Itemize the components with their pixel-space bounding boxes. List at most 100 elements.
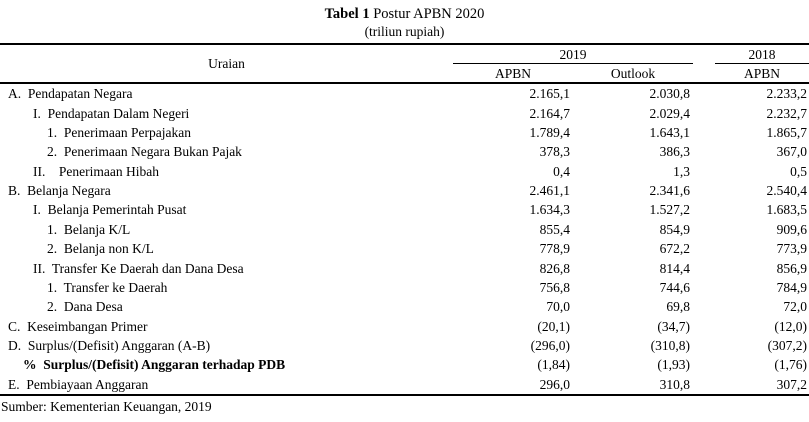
column-spacer [693, 258, 715, 277]
table-row: B. Belanja Negara 2.461,1 2.341,6 2.540,4 [0, 181, 809, 200]
subheader-apbn-2018: APBN [715, 63, 809, 85]
row-value: 367,0 [776, 144, 807, 160]
row-value: 2.461,1 [529, 183, 571, 199]
source-note: Sumber: Kementerian Keuangan, 2019 [1, 399, 212, 415]
table-row: 2. Dana Desa 70,0 69,8 72,0 [0, 297, 809, 316]
row-value: 2.030,8 [649, 86, 691, 102]
row-value: 1,3 [673, 163, 690, 179]
column-spacer [693, 103, 715, 122]
row-value: 1.865,7 [766, 124, 808, 140]
row-value: 307,2 [776, 376, 807, 392]
table-subtitle: (triliun rupiah) [364, 24, 445, 40]
table-header: Uraian 2019 2018 APBN Outlook APBN [0, 44, 809, 85]
table-row: 2. Penerimaan Negara Bukan Pajak 378,3 386… [0, 142, 809, 161]
year-group-2018: 2018 [715, 44, 809, 65]
column-spacer [693, 220, 715, 239]
row-value: 378,3 [539, 144, 570, 160]
table-row: E. Pembiayaan Anggaran 296,0 310,8 307,2 [0, 375, 809, 395]
row-value: 69,8 [666, 299, 690, 315]
row-value: 2.233,2 [766, 86, 808, 102]
row-value: 70,0 [546, 299, 570, 315]
table-title-text: Postur APBN 2020 [369, 6, 485, 22]
row-value: 2.341,6 [649, 183, 691, 199]
column-spacer [693, 162, 715, 181]
table-row: 1. Penerimaan Perpajakan 1.789,4 1.643,1 1.… [0, 123, 809, 142]
row-value: (1,76) [774, 357, 807, 373]
column-spacer [693, 355, 715, 374]
uraian-header: Uraian [0, 44, 453, 85]
column-spacer [693, 336, 715, 355]
table-row: 1. Transfer ke Daerah 756,8 744,6 784,9 [0, 278, 809, 297]
row-label: I. Pendapatan Dalam Negeri [33, 105, 190, 121]
row-value: 1.683,5 [766, 202, 808, 218]
row-value: (12,0) [774, 318, 807, 334]
column-spacer [693, 181, 715, 200]
column-spacer [693, 200, 715, 219]
row-label: E. Pembiayaan Anggaran [8, 376, 149, 392]
table-title: Tabel 1 Postur APBN 2020 [0, 6, 809, 23]
row-value: 756,8 [539, 279, 570, 295]
row-value: 856,9 [776, 260, 807, 276]
row-value: (296,0) [530, 338, 570, 354]
year-group-row: Uraian 2019 2018 [0, 44, 809, 85]
table-body: A. Pendapatan Negara 2.165,1 2.030,8 2.233,… [0, 83, 809, 395]
row-value: 2.165,1 [529, 86, 571, 102]
row-value: 296,0 [539, 376, 570, 392]
row-value: 1.789,4 [529, 124, 571, 140]
table-row: A. Pendapatan Negara 2.165,1 2.030,8 2.233,… [0, 83, 809, 103]
row-value: 672,2 [659, 241, 690, 257]
subheader-apbn-2019: APBN [453, 63, 573, 85]
row-value: 2.029,4 [649, 105, 691, 121]
row-value: 814,4 [659, 260, 690, 276]
row-label: C. Keseimbangan Primer [8, 318, 148, 334]
row-value: 0,5 [790, 163, 807, 179]
table-row: II. Penerimaan Hibah 0,4 1,3 0,5 [0, 162, 809, 181]
row-value: 826,8 [539, 260, 570, 276]
row-label: 2. Penerimaan Negara Bukan Pajak [47, 144, 242, 160]
column-spacer [693, 375, 715, 395]
row-value: 2.540,4 [766, 183, 808, 199]
row-label: 2. Belanja non K/L [47, 241, 154, 257]
row-value: (1,84) [537, 357, 570, 373]
row-label: 1. Transfer ke Daerah [47, 279, 168, 295]
row-value: (310,8) [650, 338, 690, 354]
row-value: 1.634,3 [529, 202, 571, 218]
column-spacer [693, 317, 715, 336]
column-spacer [693, 123, 715, 142]
header-spacer [693, 44, 715, 85]
year-group-2019: 2019 [453, 44, 693, 65]
table-title-block: Tabel 1 Postur APBN 2020 (triliun rupiah… [0, 0, 809, 40]
column-spacer [693, 297, 715, 316]
table-row: II. Transfer Ke Daerah dan Dana Desa 826,… [0, 258, 809, 277]
row-value: (1,93) [657, 357, 690, 373]
row-value: 310,8 [659, 376, 690, 392]
row-value: 773,9 [776, 241, 807, 257]
table-row: 1. Belanja K/L 855,4 854,9 909,6 [0, 220, 809, 239]
row-label: I. Belanja Pemerintah Pusat [33, 202, 187, 218]
row-value: 778,9 [539, 241, 570, 257]
row-value: (34,7) [657, 318, 690, 334]
row-value: (20,1) [537, 318, 570, 334]
row-label: % Surplus/(Defisit) Anggaran terhadap PD… [23, 357, 286, 373]
table-row: I. Belanja Pemerintah Pusat 1.634,3 1.527,… [0, 200, 809, 219]
column-spacer [693, 278, 715, 297]
apbn-table: Uraian 2019 2018 APBN Outlook APBN A. Pe… [0, 43, 809, 397]
column-spacer [693, 239, 715, 258]
row-value: 2.232,7 [766, 105, 808, 121]
row-label: II. Transfer Ke Daerah dan Dana Desa [33, 260, 244, 276]
column-spacer [693, 83, 715, 103]
row-value: 855,4 [539, 221, 570, 237]
row-value: 72,0 [783, 299, 807, 315]
row-value: 1.527,2 [649, 202, 691, 218]
row-value: 854,9 [659, 221, 690, 237]
row-label: D. Surplus/(Defisit) Anggaran (A-B) [8, 338, 211, 354]
row-label: II. Penerimaan Hibah [33, 163, 159, 179]
row-value: 386,3 [659, 144, 690, 160]
row-value: 744,6 [659, 279, 690, 295]
row-label: B. Belanja Negara [8, 183, 111, 199]
table-title-number: Tabel 1 [324, 6, 370, 22]
column-spacer [693, 142, 715, 161]
table-row: I. Pendapatan Dalam Negeri 2.164,7 2.029,4… [0, 103, 809, 122]
subheader-outlook-2019: Outlook [573, 63, 693, 85]
